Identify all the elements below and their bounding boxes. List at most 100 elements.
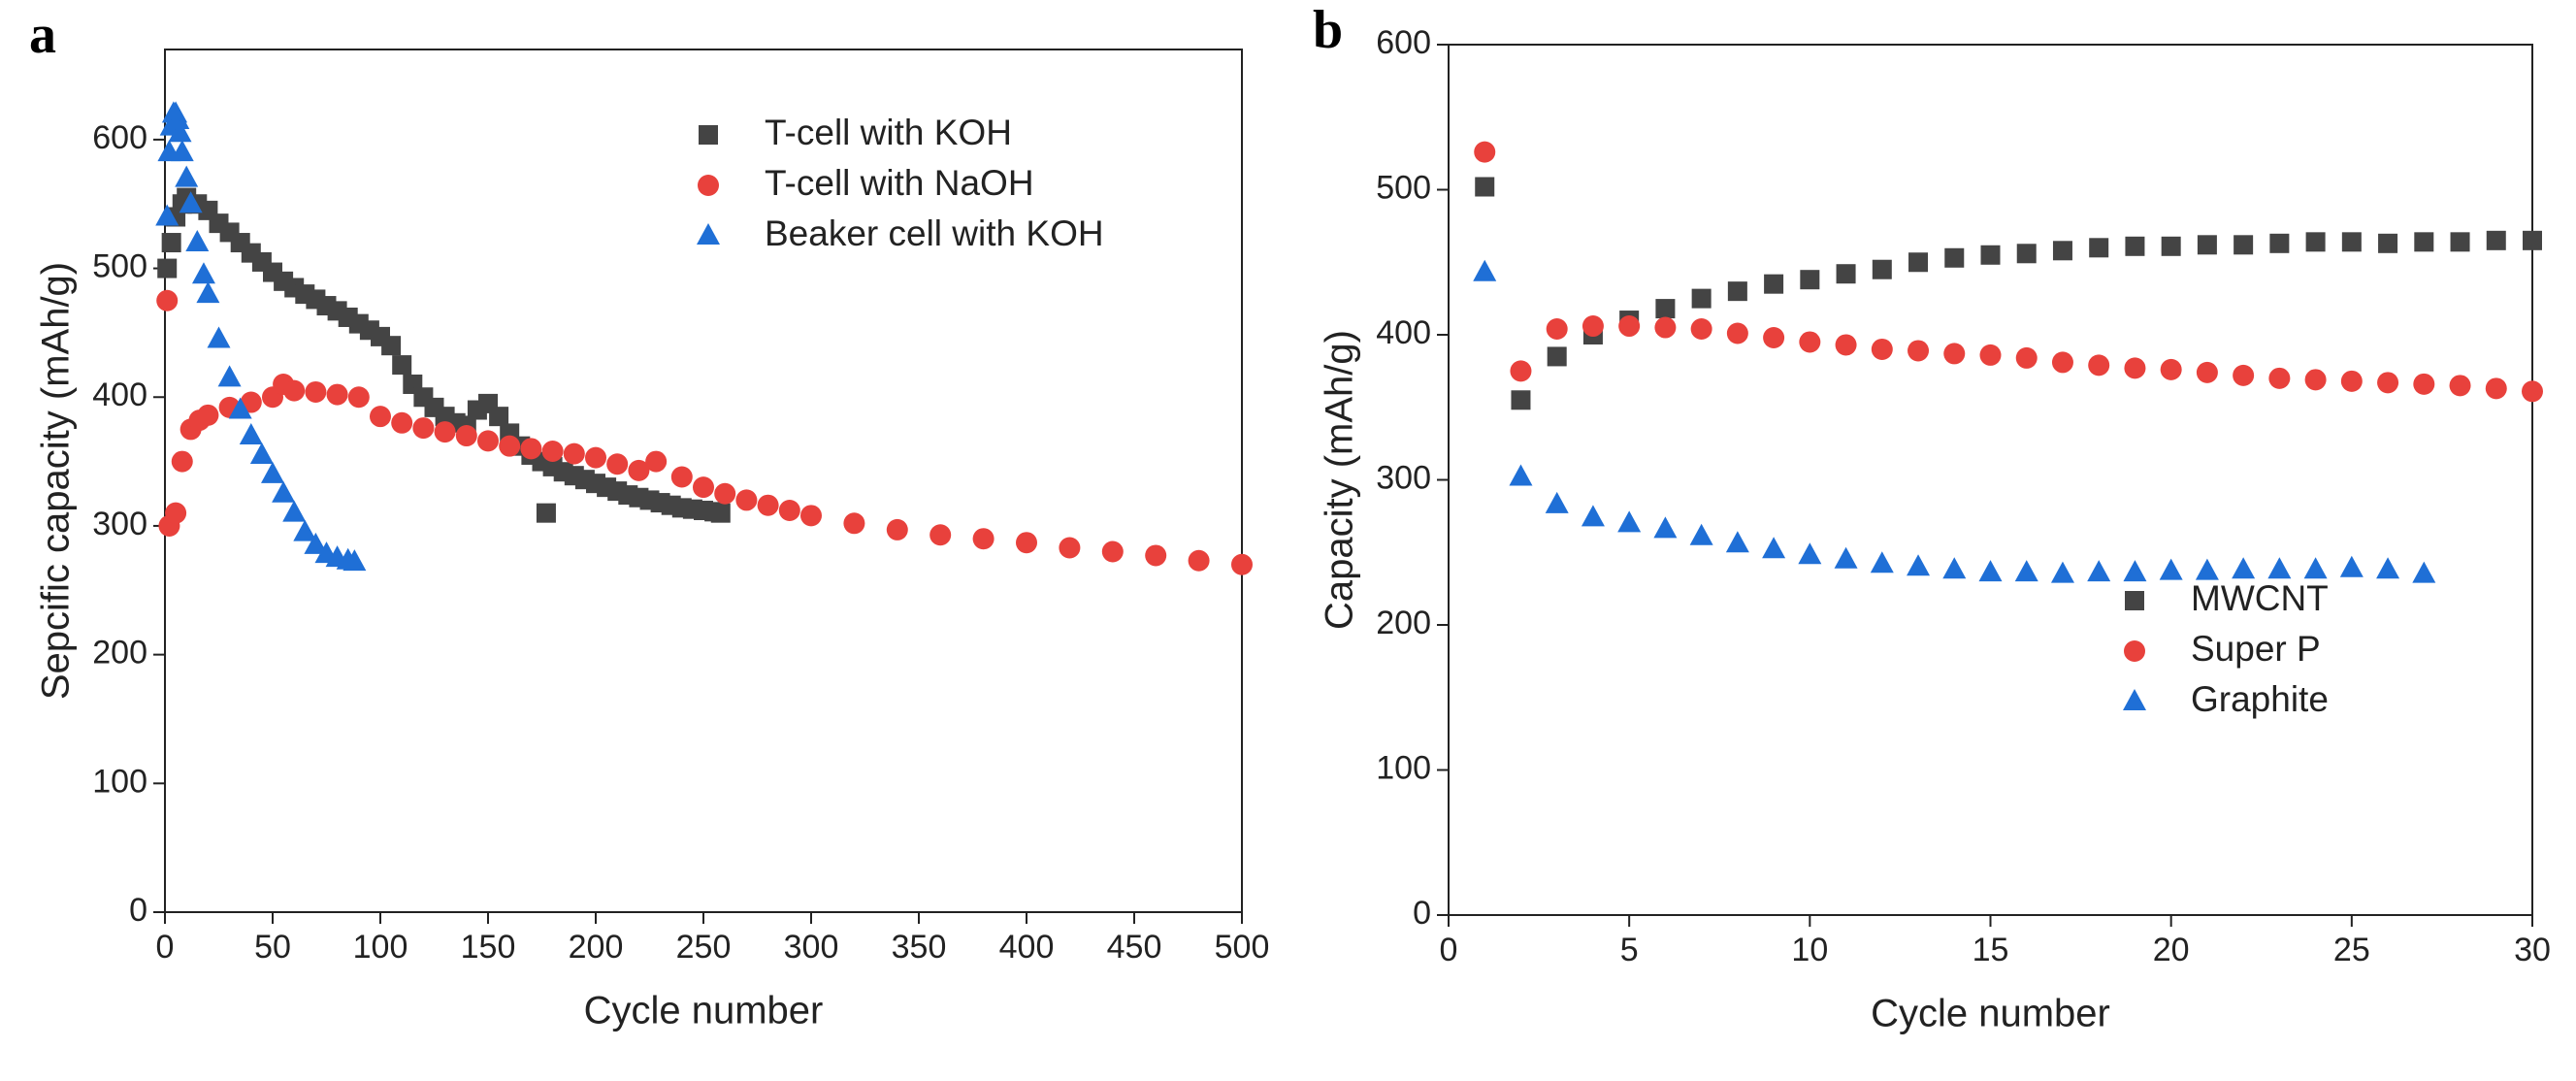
marker-triangle xyxy=(2050,561,2074,583)
marker-triangle xyxy=(2267,557,2292,579)
legend-marker xyxy=(2123,689,2146,710)
marker-triangle xyxy=(282,500,307,522)
legend-marker xyxy=(2125,591,2144,610)
y-tick-label: 200 xyxy=(1376,605,1431,641)
marker-square xyxy=(157,258,178,278)
marker-triangle xyxy=(2087,560,2111,582)
marker-square xyxy=(1944,247,1965,268)
marker-triangle xyxy=(1762,537,1786,559)
x-axis-label: Cycle number xyxy=(584,990,824,1032)
panel-0: 0 50 100 150 200 250 300 350 400 450 500 0 100 200 300… xyxy=(29,5,1269,1032)
marker-circle xyxy=(2304,369,2327,391)
marker-circle xyxy=(778,500,800,522)
marker-triangle xyxy=(2339,555,2364,577)
marker-circle xyxy=(2088,354,2110,377)
marker-triangle xyxy=(304,532,328,554)
marker-triangle xyxy=(196,281,220,304)
marker-circle xyxy=(1871,338,1893,360)
legend-marker xyxy=(699,125,718,145)
marker-circle xyxy=(391,411,413,434)
marker-circle xyxy=(563,442,585,465)
marker-circle xyxy=(714,482,736,505)
marker-square xyxy=(1475,177,1495,197)
marker-circle xyxy=(2196,361,2218,383)
y-tick-label: 100 xyxy=(1376,749,1431,786)
marker-circle xyxy=(1654,316,1677,339)
y-tick-label: 600 xyxy=(1376,24,1431,61)
marker-square xyxy=(536,503,556,523)
marker-triangle xyxy=(2123,560,2147,582)
plot-frame xyxy=(1448,44,2533,916)
marker-triangle xyxy=(342,549,367,572)
marker-circle xyxy=(171,450,193,473)
x-tick-label: 500 xyxy=(1215,929,1270,966)
x-tick-label: 5 xyxy=(1620,932,1639,968)
marker-circle xyxy=(1581,315,1604,338)
marker-triangle xyxy=(1978,560,2003,582)
y-tick-label: 200 xyxy=(92,635,147,672)
marker-triangle xyxy=(1653,516,1678,539)
marker-circle xyxy=(606,453,629,475)
x-tick-label: 300 xyxy=(784,929,839,966)
marker-triangle xyxy=(175,165,199,187)
y-axis-label: Capacity (mAh/g) xyxy=(1319,330,1361,630)
marker-square xyxy=(1511,390,1531,410)
marker-circle xyxy=(2413,373,2435,395)
legend-label: T-cell with KOH xyxy=(765,113,1012,152)
marker-circle xyxy=(2449,375,2471,397)
marker-square xyxy=(2197,235,2217,255)
x-tick-label: 0 xyxy=(156,929,175,966)
marker-circle xyxy=(156,289,179,311)
marker-square xyxy=(2523,230,2542,250)
marker-circle xyxy=(585,446,606,469)
y-tick-label: 300 xyxy=(1376,459,1431,496)
marker-circle xyxy=(2340,370,2363,392)
panel-label: b xyxy=(1313,0,1343,60)
y-tick-label: 300 xyxy=(92,506,147,542)
marker-circle xyxy=(326,383,348,406)
marker-triangle xyxy=(1942,557,1967,579)
marker-square xyxy=(1980,245,2001,265)
marker-circle xyxy=(347,386,370,409)
marker-circle xyxy=(2124,357,2146,379)
marker-circle xyxy=(2522,380,2543,403)
marker-triangle xyxy=(272,480,296,503)
panel-label: a xyxy=(29,5,56,65)
y-tick-label: 400 xyxy=(92,377,147,413)
marker-square xyxy=(2341,232,2362,252)
marker-triangle xyxy=(2232,557,2256,579)
marker-square xyxy=(392,355,412,376)
marker-triangle xyxy=(170,140,194,162)
marker-circle xyxy=(735,489,758,511)
x-tick-label: 50 xyxy=(254,929,291,966)
marker-triangle xyxy=(168,120,192,143)
marker-triangle xyxy=(1907,554,1931,576)
marker-circle xyxy=(165,502,187,524)
marker-square xyxy=(1908,252,1929,273)
marker-circle xyxy=(1943,343,1966,365)
marker-circle xyxy=(670,466,693,488)
marker-circle xyxy=(1979,344,2002,366)
marker-circle xyxy=(434,421,456,443)
marker-triangle xyxy=(228,397,252,419)
marker-triangle xyxy=(1834,546,1858,569)
marker-circle xyxy=(1059,537,1081,559)
marker-circle xyxy=(520,438,542,460)
marker-circle xyxy=(1145,544,1167,567)
marker-circle xyxy=(1510,360,1532,382)
marker-triangle xyxy=(207,326,231,348)
marker-square xyxy=(2161,236,2181,256)
legend-label: T-cell with NaOH xyxy=(765,163,1034,203)
marker-square xyxy=(1547,346,1567,367)
marker-triangle xyxy=(1689,523,1713,545)
marker-triangle xyxy=(191,262,215,284)
marker-triangle xyxy=(1581,505,1605,527)
marker-square xyxy=(2269,233,2290,253)
marker-triangle xyxy=(1725,531,1749,553)
marker-circle xyxy=(1474,141,1496,163)
y-tick-label: 500 xyxy=(92,248,147,285)
marker-circle xyxy=(1908,340,1930,362)
marker-circle xyxy=(1835,334,1857,356)
